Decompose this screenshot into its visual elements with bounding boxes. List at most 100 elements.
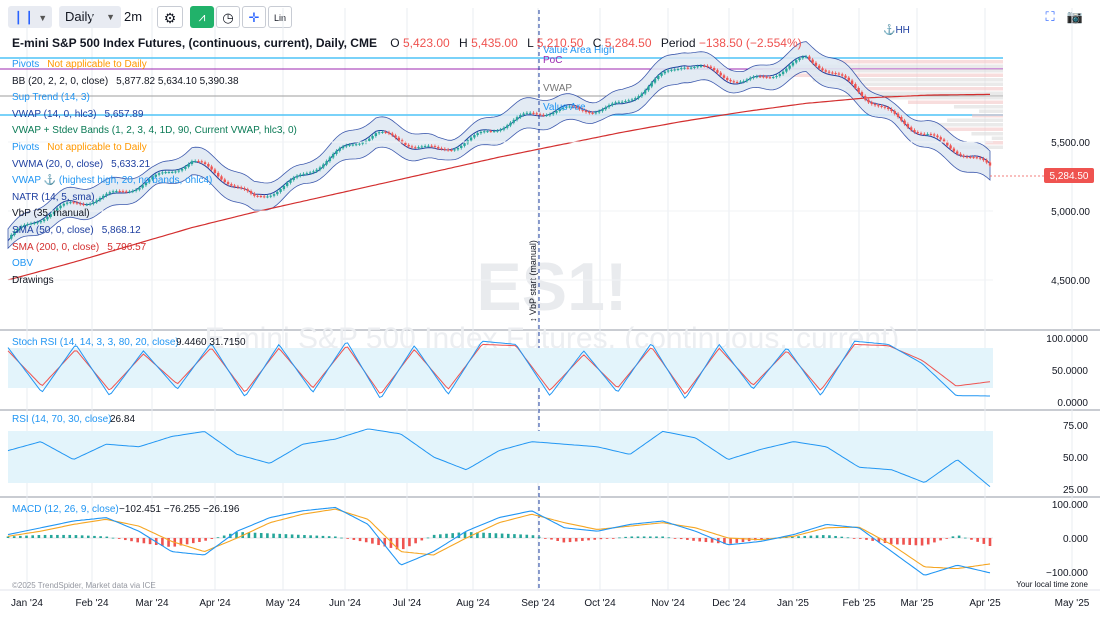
legend-row[interactable]: SMA (50, 0, close) 5,868.12 xyxy=(12,223,297,240)
candle-body xyxy=(233,185,236,187)
time-tick-label: Jan '25 xyxy=(777,598,809,609)
candle-body xyxy=(381,131,384,133)
candle-body xyxy=(893,111,896,114)
candle-body xyxy=(479,131,483,134)
macd-axis[interactable]: 100.000 0.000 −100.000 xyxy=(1046,500,1088,579)
macd-histogram-bar xyxy=(939,538,942,541)
macd-histogram-bar xyxy=(988,538,992,547)
macd-histogram-bar xyxy=(31,535,35,538)
candle-body xyxy=(936,135,939,138)
macd-histogram-bar xyxy=(191,538,195,544)
bars-chart-icon-button[interactable]: ❘❘ ▼ xyxy=(8,6,52,28)
scale-button[interactable]: Lin xyxy=(268,6,292,28)
legend-row[interactable]: Sup Trend (14, 3) xyxy=(12,90,297,107)
candle-body xyxy=(88,203,92,205)
time-axis[interactable]: Jan '24 Feb '24 Mar '24 Apr '24 May '24 Jun '… xyxy=(11,598,1090,609)
candle-body xyxy=(371,135,374,139)
macd-histogram-bar xyxy=(568,538,572,543)
candle-body xyxy=(79,203,82,205)
legend-row[interactable]: SMA (200, 0, close) 5,796.57 xyxy=(12,240,297,257)
candle-body xyxy=(515,117,519,120)
symbol-title[interactable]: E-mini S&P 500 Index Futures, (continuou… xyxy=(12,36,377,50)
time-tick-label: Feb '24 xyxy=(75,598,108,609)
macd-histogram-bar xyxy=(93,535,96,538)
candle-body xyxy=(39,221,43,223)
legend-name: VWAP + Stdev Bands (1, 2, 3, 4, 1D, 90, … xyxy=(12,125,297,137)
candle-body xyxy=(200,161,203,163)
candle-body xyxy=(890,109,893,112)
legend-row[interactable]: Pivots Not applicable to Daily xyxy=(12,140,297,157)
price-axis[interactable]: 5,500.00 5,000.00 4,500.00 xyxy=(8,138,1090,287)
candle-body xyxy=(341,146,345,149)
legend-row[interactable]: VWAP + Stdev Bands (1, 2, 3, 4, 1D, 90, … xyxy=(12,123,297,140)
settings-button[interactable]: ⚙ xyxy=(157,6,183,28)
macd-histogram-bar xyxy=(760,538,763,540)
candle-body xyxy=(128,191,131,193)
macd-histogram-bar xyxy=(951,536,955,538)
crosshair-button[interactable]: ✛ xyxy=(242,6,266,28)
legend-value: 5,657.89 xyxy=(104,108,144,120)
candle-body xyxy=(614,102,617,104)
candle-body xyxy=(712,68,716,71)
candle-body xyxy=(978,157,982,159)
candle-body xyxy=(164,172,167,174)
fullscreen-button[interactable]: ⛶ xyxy=(1040,6,1060,28)
stoch-rsi-title[interactable]: Stoch RSI (14, 14, 3, 3, 80, 20, close) xyxy=(12,337,179,348)
interval-dropdown[interactable]: Daily ▼ xyxy=(59,6,121,28)
replay-button[interactable]: ◷ xyxy=(216,6,240,28)
macd-histogram-bar xyxy=(352,538,356,540)
legend-name: SMA (50, 0, close) xyxy=(12,224,94,236)
candle-body xyxy=(236,186,240,188)
rsi-axis[interactable]: 75.00 50.00 25.00 xyxy=(1063,421,1088,496)
macd-histogram-bar xyxy=(828,535,831,538)
stoch-axis[interactable]: 100.0000 50.0000 0.0000 xyxy=(1046,334,1088,409)
legend-row[interactable]: VWAP (14, 0, hlc3) 5,657.89 xyxy=(12,107,297,124)
candle-body xyxy=(111,191,115,193)
candle-body xyxy=(952,148,956,152)
indicator-button[interactable]: ⩘ xyxy=(190,6,214,28)
macd-histogram-bar xyxy=(469,532,473,538)
macd-histogram-bar xyxy=(43,534,47,538)
candle-body xyxy=(423,145,427,147)
poc-label: PoC xyxy=(543,55,562,66)
candle-body xyxy=(16,228,20,232)
candle-body xyxy=(483,131,486,133)
legend-row[interactable]: Pivots Not applicable to Daily xyxy=(12,57,297,74)
candle-body xyxy=(676,68,680,70)
legend-row[interactable]: OBV xyxy=(12,256,297,273)
legend-row[interactable]: Drawings xyxy=(12,273,297,290)
candle-body xyxy=(591,112,594,114)
legend-name: BB (20, 2, 2, 0, close) xyxy=(12,75,109,87)
stoch-k-line xyxy=(7,340,990,399)
camera-button[interactable]: 📷 xyxy=(1064,6,1086,28)
macd-histogram-bar xyxy=(896,538,899,545)
macd-histogram-bar xyxy=(704,538,708,543)
legend-row[interactable]: VWMA (20, 0, close) 5,633.21 xyxy=(12,157,297,174)
legend-row[interactable]: VWAP ⚓ (highest high, 20, no bands, ohlc… xyxy=(12,173,297,190)
macd-histogram-bar xyxy=(290,534,294,538)
volume-profile-bar xyxy=(991,136,1003,140)
candle-body xyxy=(916,132,919,134)
candle-body xyxy=(269,195,272,197)
high-label: H xyxy=(459,36,468,50)
rsi-title[interactable]: RSI (14, 70, 30, close) xyxy=(12,414,112,425)
macd-histogram-bar xyxy=(303,535,306,538)
legend-row[interactable]: BB (20, 2, 2, 0, close) 5,877.82 5,634.10… xyxy=(12,74,297,91)
macd-histogram-bar xyxy=(296,534,300,538)
macd-histogram-bar xyxy=(865,538,868,540)
candle-body xyxy=(604,107,607,110)
timeframe-button[interactable]: 2m xyxy=(121,6,145,28)
legend-row[interactable]: NATR (14, 5, sma) xyxy=(12,190,297,207)
candle-body xyxy=(775,75,778,78)
candle-body xyxy=(210,166,213,170)
candle-body xyxy=(821,68,824,71)
macd-histogram-bar xyxy=(834,535,837,538)
candle-body xyxy=(460,145,463,149)
time-tick-label: Dec '24 xyxy=(712,598,746,609)
macd-histogram-bar xyxy=(692,538,695,541)
legend-row[interactable]: VbP (35, manual) xyxy=(12,206,297,223)
close-label: C xyxy=(592,36,602,50)
volume-profile-bar xyxy=(845,87,1003,91)
macd-title[interactable]: MACD (12, 26, 9, close) xyxy=(12,504,119,515)
